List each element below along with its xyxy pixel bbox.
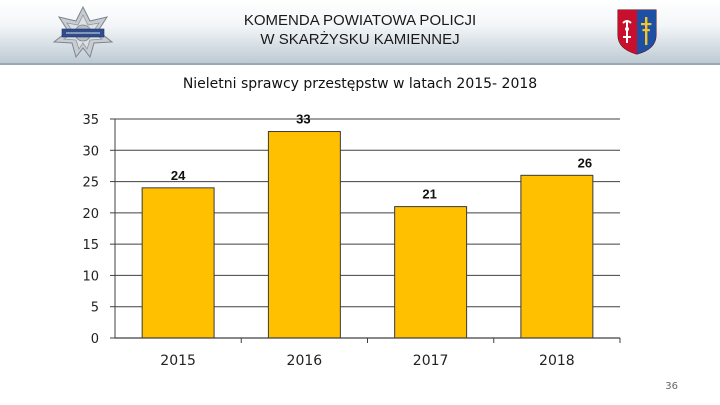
police-star-badge-icon — [52, 6, 114, 58]
header-title: KOMENDA POWIATOWA POLICJI W SKARŻYSKU KA… — [180, 11, 540, 49]
bar-2015 — [141, 187, 215, 339]
page-number: 36 — [665, 381, 678, 392]
chart-title: Nieletni sprawcy przestępstw w latach 20… — [182, 76, 538, 92]
x-tick-label-2016: 2016 — [287, 353, 323, 369]
coat-of-arms-icon — [617, 9, 657, 55]
bar-2018 — [520, 174, 594, 339]
x-tick-label-2018: 2018 — [539, 353, 575, 369]
y-tick-label-15: 15 — [82, 238, 99, 253]
y-tick-label-10: 10 — [82, 269, 99, 284]
y-tick-label-35: 35 — [82, 113, 99, 128]
x-tick-label-2017: 2017 — [413, 353, 449, 369]
bar-2017 — [394, 206, 468, 339]
data-label-2018: 26 — [578, 155, 592, 170]
y-tick-label-5: 5 — [91, 301, 99, 316]
header-title-line-2: W SKARŻYSKU KAMIENNEJ — [260, 31, 460, 48]
y-tick-label-0: 0 — [91, 332, 99, 347]
header-divider — [0, 63, 720, 65]
y-tick-label-30: 30 — [82, 144, 99, 159]
y-tick-label-20: 20 — [82, 207, 99, 222]
header-title-line-1: KOMENDA POWIATOWA POLICJI — [243, 12, 477, 29]
y-tick-label-25: 25 — [82, 176, 99, 191]
data-label-2015: 24 — [171, 168, 186, 183]
header-band — [0, 0, 720, 64]
data-label-2017: 21 — [422, 187, 436, 202]
bar-2016 — [267, 131, 341, 339]
x-tick-label-2015: 2015 — [160, 353, 196, 369]
data-label-2016: 33 — [296, 112, 310, 127]
